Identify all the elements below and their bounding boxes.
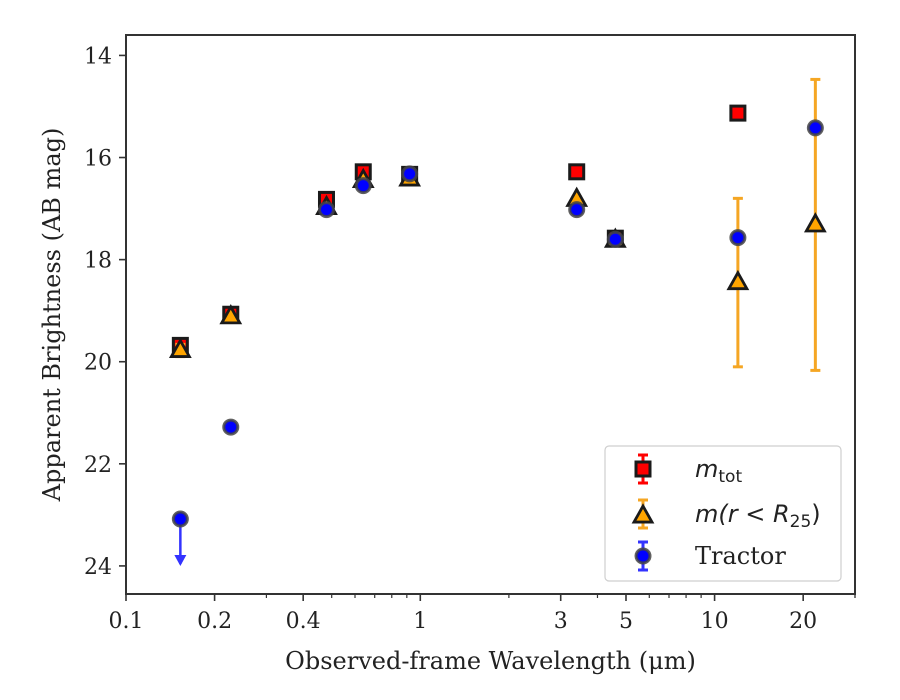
data-point-mtot [729, 104, 747, 122]
y-axis-label: Apparent Brightness (AB mag) [38, 128, 66, 503]
legend-marker-mtot [634, 460, 652, 478]
y-tick-label: 22 [84, 453, 112, 478]
data-point-tractor [222, 418, 240, 436]
legend: mtot m(r < R25) Tractor [604, 445, 842, 582]
y-tick-label: 18 [84, 249, 112, 274]
data-point-m-r25 [219, 304, 243, 325]
y-axis: 14 16 18 20 22 24 [84, 44, 126, 580]
legend-label-subscript: 25 [790, 512, 812, 532]
x-tick-label: 0.2 [197, 609, 232, 634]
y-tick-label: 20 [84, 351, 112, 376]
legend-entry-mtot: mtot [634, 453, 742, 487]
legend-label-main: m(r < R [695, 500, 790, 528]
data-point-m-r25 [803, 212, 827, 233]
data-point-mtot [568, 163, 586, 181]
legend-label-tractor: Tractor [695, 542, 786, 570]
upper-limit-arrow-head [174, 554, 187, 566]
legend-label-subscript: tot [718, 467, 742, 487]
x-tick-label: 5 [619, 609, 633, 634]
legend-marker-m-r25 [631, 503, 655, 524]
legend-marker-tractor [634, 547, 652, 565]
x-axis: 0.1 0.2 0.4 1 3 5 10 20 [109, 594, 856, 634]
plot-content [168, 77, 827, 566]
data-point-tractor [401, 165, 419, 183]
data-point-tractor [806, 119, 824, 137]
y-tick-label: 16 [84, 147, 112, 172]
y-tick-label: 14 [84, 44, 112, 69]
y-tick-label: 24 [84, 555, 112, 580]
x-tick-label: 3 [554, 609, 568, 634]
legend-entry-tractor: Tractor [634, 540, 786, 572]
x-tick-label: 1 [413, 609, 427, 634]
x-tick-label: 10 [701, 609, 729, 634]
series-mtot [171, 104, 747, 354]
legend-label-m-r25: m(r < R25) [695, 500, 821, 532]
data-point-tractor [171, 510, 189, 528]
plot-frame [125, 34, 856, 595]
data-point-tractor [729, 229, 747, 247]
x-tick-label: 0.1 [109, 609, 144, 634]
series-m-r25 [168, 77, 827, 372]
legend-entry-m-r25: m(r < R25) [631, 498, 821, 532]
legend-label-main: m [695, 455, 718, 483]
x-axis-label: Observed-frame Wavelength (μm) [285, 647, 696, 675]
data-point-m-r25 [168, 337, 192, 358]
data-point-m-r25 [726, 269, 750, 291]
x-tick-label: 20 [789, 609, 817, 634]
legend-label-close: ) [811, 500, 820, 528]
data-point-tractor [354, 177, 372, 195]
data-point-tractor [606, 230, 624, 248]
legend-label-mtot: mtot [695, 455, 742, 487]
data-point-tractor [317, 201, 335, 219]
legend-box [604, 445, 842, 582]
data-point-tractor [568, 201, 586, 219]
x-tick-label: 0.4 [286, 609, 321, 634]
series-tractor [171, 119, 824, 566]
